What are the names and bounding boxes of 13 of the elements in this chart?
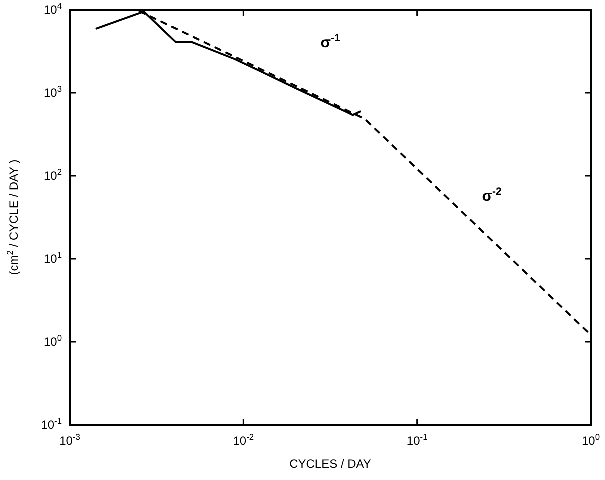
y-tick-label: 10$^{1}$ [44, 250, 62, 266]
x-axis-title: CYCLES / DAY [290, 457, 372, 471]
annotation: σ$^{-1}$ [320, 32, 340, 52]
y-tick-label: 10$^{-1}$ [41, 416, 62, 432]
y-tick-label: 10$^{3}$ [44, 84, 62, 100]
x-tick-label: 10$^{0}$ [582, 432, 600, 448]
annotation: σ$^{-2}$ [482, 186, 502, 205]
x-tick-label: 10$^{-1}$ [406, 432, 428, 448]
y-tick-label: 10$^{2}$ [44, 167, 62, 183]
y-tick-label: 10$^{0}$ [44, 333, 62, 349]
y-tick-label: 10$^{4}$ [44, 1, 62, 17]
x-tick-label: 10$^{-3}$ [60, 432, 81, 448]
x-tick-label: 10$^{-2}$ [233, 432, 254, 448]
